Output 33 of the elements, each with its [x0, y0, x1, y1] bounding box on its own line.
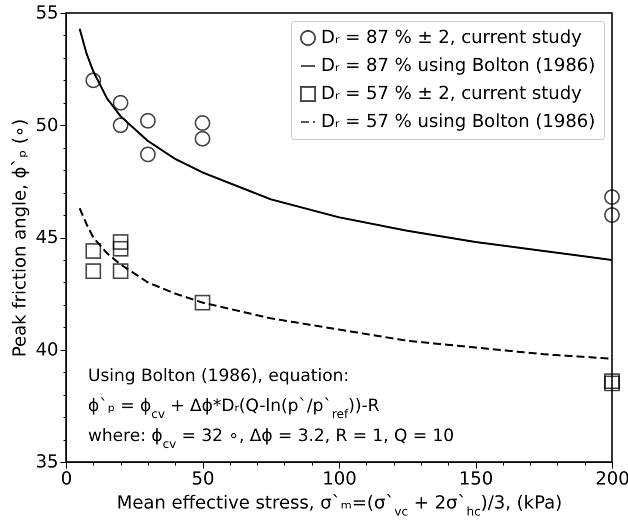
y-axis-title: Peak friction angle, ϕ`ₚ (∘) — [10, 118, 31, 358]
point — [140, 146, 156, 162]
legend-label: Dᵣ = 57 % ± 2, current study — [321, 83, 582, 104]
point — [112, 117, 128, 134]
point — [85, 243, 102, 259]
x-tick-label: 50 — [192, 468, 214, 490]
annotation: where: ϕ$_{cv}$ = 32 ∘, Δϕ = 3.2, R = 1, Q = 10 — [88, 426, 454, 451]
point — [112, 94, 128, 111]
point — [112, 263, 128, 280]
point — [85, 263, 102, 280]
x-tick-label: 100 — [322, 468, 357, 490]
point — [604, 189, 620, 205]
point — [112, 234, 128, 250]
y-tick-label: 45 — [36, 227, 58, 248]
y-tick-label: 50 — [36, 114, 58, 136]
point — [604, 207, 620, 223]
y-tick-label: 35 — [36, 452, 58, 472]
y-tick-label: 55 — [36, 2, 58, 24]
point — [194, 115, 210, 131]
x-tick-label: 150 — [458, 468, 494, 490]
point — [112, 240, 128, 257]
x-axis-title: Mean effective stress, σ`ₘ=(σ`$_{vc}$ + 2σ`$_{hc}$)/3, (kPa) — [116, 492, 562, 518]
legend-label: Dᵣ = 87 % ± 2, current study — [321, 27, 582, 48]
point — [85, 72, 102, 88]
x-tick-label: 0 — [60, 468, 72, 490]
legend-label: Dᵣ = 87 % using Bolton (1986) — [321, 55, 596, 76]
annotation: Using Bolton (1986), equation: — [88, 366, 350, 386]
point — [194, 130, 210, 147]
y-tick-label: 40 — [36, 339, 58, 360]
annotation: ϕ`ₚ = ϕ$_{cv}$ + Δϕ*Dᵣ(Q-ln(p`/p`$_{ref}$))-R — [88, 396, 380, 421]
legend-label: Dᵣ = 57 % using Bolton (1986) — [321, 111, 596, 132]
point — [194, 294, 210, 310]
point — [140, 112, 156, 129]
